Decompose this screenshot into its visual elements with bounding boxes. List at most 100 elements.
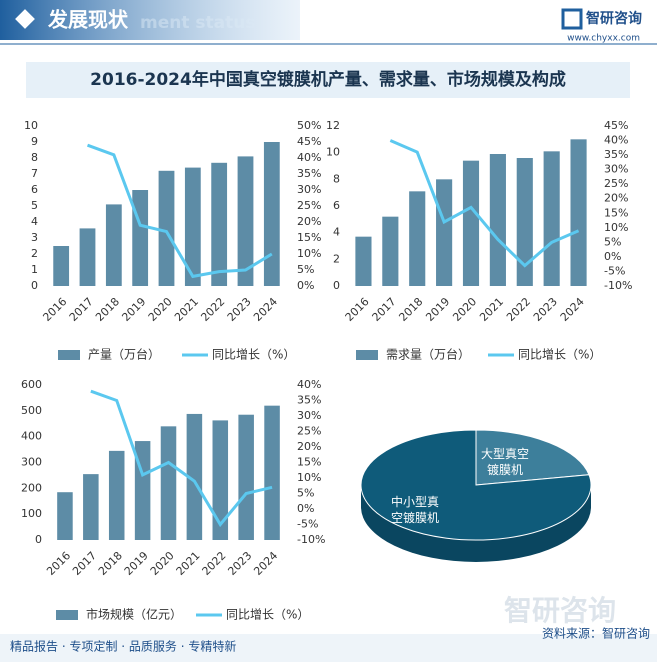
bar [238, 414, 254, 540]
x-tick-label: 2018 [93, 295, 122, 324]
y2-tick-label: 20% [297, 215, 321, 228]
x-tick-label: 2023 [225, 549, 254, 578]
x-tick-label: 2021 [477, 295, 506, 324]
y2-tick-label: 40% [604, 134, 628, 147]
bar [543, 151, 560, 286]
bar [105, 204, 122, 286]
header-band [0, 0, 300, 40]
y-tick-label: 9 [31, 135, 38, 148]
y2-tick-label: 35% [604, 148, 628, 161]
legend-label: 产量（万台） [88, 347, 160, 362]
x-tick-label: 2016 [44, 549, 73, 578]
y-tick-label: 400 [21, 430, 42, 443]
x-tick-label: 2016 [343, 295, 372, 324]
y-tick-label: 600 [21, 378, 42, 391]
y-tick-label: 12 [326, 119, 340, 132]
bar [212, 420, 229, 540]
chart-title: 2016-2024年中国真空镀膜机产量、需求量、市场规模及构成 [90, 69, 566, 90]
legend-label: 同比增长（%） [518, 348, 601, 362]
y-tick-label: 6 [333, 199, 340, 212]
y-tick-label: 8 [333, 172, 340, 185]
x-tick-label: 2020 [148, 549, 177, 578]
bar [382, 216, 399, 286]
legend-swatch [356, 350, 378, 360]
legend-label: 需求量（万台） [386, 347, 470, 362]
y2-tick-label: 10% [604, 221, 628, 234]
y-tick-label: 0 [35, 533, 42, 546]
footer-left: 精品报告 · 专项定制 · 品质服务 · 专精特新 [10, 639, 236, 654]
x-tick-label: 2021 [174, 549, 203, 578]
y-tick-label: 1 [31, 263, 38, 276]
y2-tick-label: 25% [297, 199, 321, 212]
y2-tick-label: 5% [604, 235, 621, 248]
line [389, 139, 580, 268]
pie-label: 中小型真空镀膜机 [391, 494, 439, 525]
x-tick-label: 2022 [200, 549, 229, 578]
footer-right: 资料来源：智研咨询 [542, 626, 650, 641]
y2-tick-label: 5% [297, 487, 314, 500]
y2-tick-label: 40% [297, 151, 321, 164]
bar [160, 426, 177, 540]
y-tick-label: 3 [31, 231, 38, 244]
x-tick-label: 2019 [423, 295, 452, 324]
x-tick-label: 2019 [122, 549, 151, 578]
y2-tick-label: 30% [604, 163, 628, 176]
y2-tick-label: 25% [297, 425, 321, 438]
x-tick-label: 2017 [67, 295, 96, 324]
bar [132, 190, 149, 286]
x-tick-label: 2022 [504, 295, 533, 324]
bar [79, 228, 96, 286]
line [90, 389, 273, 528]
footer-band [0, 634, 657, 662]
header-title: 发展现状 [47, 8, 129, 32]
header-subtitle: ment status [140, 13, 255, 33]
y2-tick-label: -5% [297, 518, 318, 531]
x-tick-label: 2020 [450, 295, 479, 324]
bar [184, 167, 201, 286]
x-tick-label: 2024 [251, 549, 280, 578]
x-tick-label: 2017 [70, 549, 99, 578]
y2-tick-label: -5% [604, 264, 625, 277]
y-tick-label: 8 [31, 151, 38, 164]
bar [516, 158, 533, 286]
y-tick-label: 4 [31, 215, 38, 228]
x-tick-label: 2024 [251, 295, 280, 324]
bar [409, 191, 426, 286]
bar [462, 160, 480, 286]
pie-slice [475, 429, 590, 486]
line [86, 143, 273, 279]
y2-tick-label: 30% [297, 183, 321, 196]
y-tick-label: 100 [21, 507, 42, 520]
y-tick-label: 10 [326, 146, 340, 159]
pie-slice [360, 429, 592, 541]
y-tick-label: 0 [31, 279, 38, 292]
y-tick-label: 10 [24, 119, 38, 132]
bar [355, 236, 372, 286]
legend-swatch [56, 610, 78, 620]
logo-icon [561, 8, 583, 30]
bar [211, 162, 228, 286]
x-tick-label: 2018 [96, 549, 125, 578]
y-tick-label: 300 [21, 456, 42, 469]
y-tick-label: 200 [21, 481, 42, 494]
y-tick-label: 6 [31, 183, 38, 196]
x-tick-label: 2017 [370, 295, 399, 324]
legend-label: 市场规模（亿元） [86, 607, 182, 622]
y2-tick-label: 10% [297, 247, 321, 260]
y2-tick-label: 35% [297, 167, 321, 180]
x-tick-label: 2020 [146, 295, 175, 324]
y-tick-label: 0 [333, 279, 340, 292]
y2-tick-label: 20% [297, 440, 321, 453]
bar [489, 154, 506, 286]
title-band [26, 62, 630, 98]
y2-tick-label: 10% [297, 471, 321, 484]
y2-tick-label: 15% [297, 456, 321, 469]
y-tick-label: 2 [333, 252, 340, 265]
y2-tick-label: 0% [297, 279, 314, 292]
y2-tick-label: 15% [297, 231, 321, 244]
x-tick-label: 2024 [558, 295, 587, 324]
x-tick-label: 2019 [119, 295, 148, 324]
y2-tick-label: 0% [604, 250, 621, 263]
y2-tick-label: 45% [604, 119, 628, 132]
watermark: 智研咨询 [504, 594, 616, 627]
